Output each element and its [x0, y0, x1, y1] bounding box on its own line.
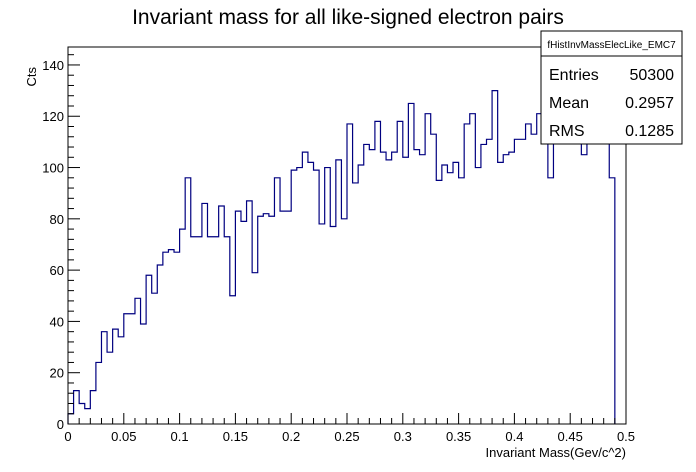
y-axis-tick-labels: 0 20 40 60 80 100 120 140 [42, 58, 64, 432]
x-tick-label: 0.25 [334, 429, 359, 444]
y-tick-label: 20 [50, 366, 64, 381]
y-tick-label: 0 [57, 417, 64, 432]
chart-title: Invariant mass for all like-signed elect… [132, 6, 564, 29]
x-tick-label: 0.1 [171, 429, 189, 444]
histogram-series-line [67, 90, 616, 424]
y-tick-label: 120 [42, 109, 64, 124]
y-axis-label: Cts [24, 67, 39, 87]
stats-box-frame [540, 30, 683, 145]
stats-rms-label: RMS [549, 123, 585, 140]
stats-mean-label: Mean [549, 95, 589, 112]
y-tick-label: 60 [50, 263, 64, 278]
stats-entries-label: Entries [549, 67, 599, 84]
y-axis-ticks [68, 54, 80, 425]
x-tick-label: 0.35 [446, 429, 471, 444]
stats-box: fHistInvMassElecLike_EMC7 Entries 50300 … [540, 30, 683, 145]
y-tick-label: 40 [50, 314, 64, 329]
stats-rms-value: 0.1285 [625, 123, 674, 140]
stats-box-name: fHistInvMassElecLike_EMC7 [547, 40, 676, 51]
x-axis-tick-labels: 0 0.05 0.1 0.15 0.2 0.25 0.3 0.35 0.4 0.45 0.5 [64, 429, 635, 444]
x-tick-label: 0.5 [617, 429, 635, 444]
x-tick-label: 0.15 [223, 429, 248, 444]
y-tick-label: 80 [50, 212, 64, 227]
x-tick-label: 0.4 [505, 429, 523, 444]
x-axis-label: Invariant Mass(Gev/c^2) [486, 445, 626, 460]
y-tick-label: 100 [42, 161, 64, 176]
x-tick-label: 0.05 [111, 429, 136, 444]
x-tick-label: 0.2 [282, 429, 300, 444]
x-tick-label: 0 [64, 429, 71, 444]
x-tick-label: 0.3 [394, 429, 412, 444]
stats-entries-value: 50300 [630, 67, 675, 84]
y-tick-label: 140 [42, 58, 64, 73]
x-axis-ticks [67, 413, 627, 424]
x-tick-label: 0.45 [558, 429, 583, 444]
stats-mean-value: 0.2957 [625, 95, 674, 112]
